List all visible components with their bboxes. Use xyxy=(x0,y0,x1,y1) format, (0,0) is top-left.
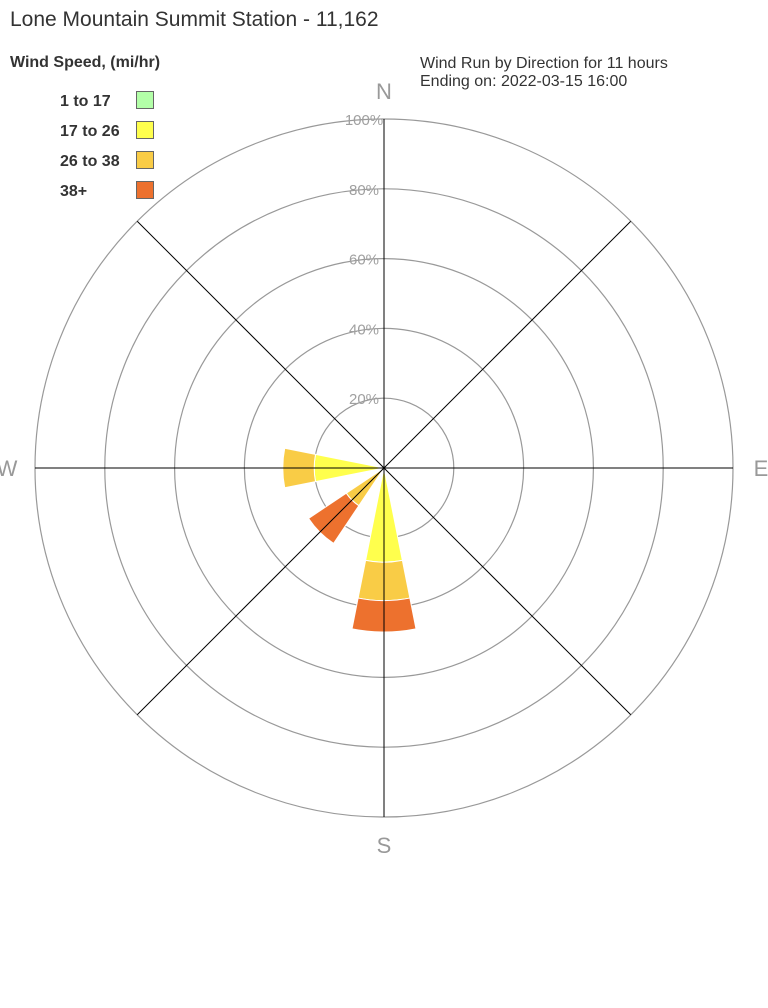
wind-sectors xyxy=(282,447,417,633)
radial-tick-label: 40% xyxy=(349,321,379,338)
legend: 1 to 17 17 to 26 26 to 38 38+ xyxy=(60,90,160,210)
legend-item-1-to-17: 1 to 17 xyxy=(60,90,160,120)
legend-item-38-plus: 38+ xyxy=(60,180,160,210)
direction-labels: N E S W xyxy=(0,79,768,858)
legend-swatch xyxy=(136,181,154,199)
compass-spoke xyxy=(383,467,632,716)
subtitle-line-1: Wind Run by Direction for 11 hours xyxy=(420,55,668,72)
radial-tick-label: 80% xyxy=(349,182,379,199)
subtitle-line-2: Ending on: 2022-03-15 16:00 xyxy=(420,73,628,90)
legend-swatch xyxy=(136,151,154,169)
radial-tick-labels: 20% 40% 60% 80% 100% xyxy=(345,112,383,408)
radial-tick-label: 20% xyxy=(349,391,379,408)
legend-label: 38+ xyxy=(60,183,88,200)
direction-label-n: N xyxy=(376,79,392,104)
legend-swatch xyxy=(136,121,154,139)
page-title: Lone Mountain Summit Station - 11,162 xyxy=(10,8,379,31)
direction-label-s: S xyxy=(377,833,392,858)
compass-spoke xyxy=(136,467,385,716)
direction-label-w: W xyxy=(0,456,18,481)
legend-item-17-to-26: 17 to 26 xyxy=(60,120,160,150)
compass-spoke xyxy=(136,220,385,469)
legend-label: 26 to 38 xyxy=(60,153,120,170)
chart-subtitle: Wind Run by Direction for 11 hours Endin… xyxy=(420,55,668,91)
legend-item-26-to-38: 26 to 38 xyxy=(60,150,160,180)
compass-axes xyxy=(35,119,733,817)
compass-spoke xyxy=(383,220,632,469)
legend-title: Wind Speed, (mi/hr) xyxy=(10,54,161,71)
legend-label: 1 to 17 xyxy=(60,93,111,110)
legend-label: 17 to 26 xyxy=(60,123,120,140)
legend-swatch xyxy=(136,91,154,109)
radial-tick-label: 100% xyxy=(345,112,383,129)
direction-label-e: E xyxy=(754,456,768,481)
radial-tick-label: 60% xyxy=(349,252,379,269)
